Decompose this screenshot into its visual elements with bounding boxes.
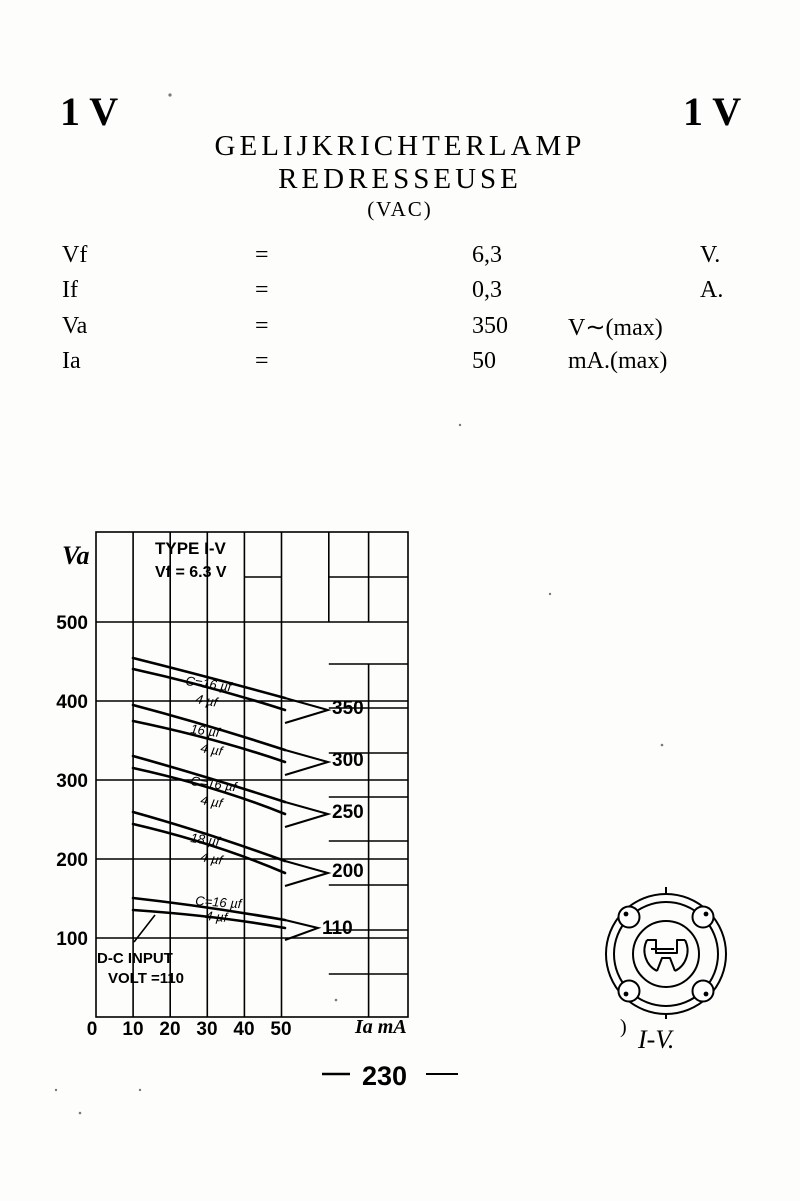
svg-text:4 µf: 4 µf [199,792,225,811]
svg-text:TYPE I-V: TYPE I-V [155,539,227,558]
svg-text:16 µf: 16 µf [190,721,222,740]
svg-text:4 µf: 4 µf [205,908,230,925]
svg-text:110: 110 [322,918,353,939]
svg-text:40: 40 [233,1019,254,1040]
svg-text:230: 230 [362,1061,407,1091]
svg-text:300: 300 [56,771,88,792]
svg-text:50: 50 [270,1019,291,1040]
svg-text:Ia mA: Ia mA [354,1016,407,1038]
svg-text:C=16 µf: C=16 µf [185,673,234,694]
svg-text:D-C INPUT: D-C INPUT [97,950,173,967]
svg-text:4 µf: 4 µf [194,691,220,710]
svg-text:0: 0 [87,1019,98,1040]
svg-text:4 µf: 4 µf [199,740,225,759]
svg-text:400: 400 [56,692,88,713]
svg-text:100: 100 [56,929,88,950]
svg-text:4 µf: 4 µf [199,849,225,868]
svg-text:): ) [620,1016,627,1038]
svg-text:C=16 µf: C=16 µf [190,773,239,794]
svg-text:20: 20 [159,1019,180,1040]
svg-text:250: 250 [332,802,364,823]
svg-text:VOLT =110: VOLT =110 [108,970,184,987]
svg-text:Vf = 6.3 V: Vf = 6.3 V [155,564,227,581]
svg-text:300: 300 [332,750,364,771]
svg-text:350: 350 [332,698,364,719]
svg-text:Va: Va [62,541,89,570]
svg-text:I-V.: I-V. [637,1025,674,1054]
svg-text:18 µf: 18 µf [190,830,222,849]
svg-text:10: 10 [122,1019,143,1040]
svg-text:30: 30 [196,1019,217,1040]
svg-text:200: 200 [56,850,88,871]
svg-text:200: 200 [332,861,364,882]
svg-text:500: 500 [56,613,88,634]
